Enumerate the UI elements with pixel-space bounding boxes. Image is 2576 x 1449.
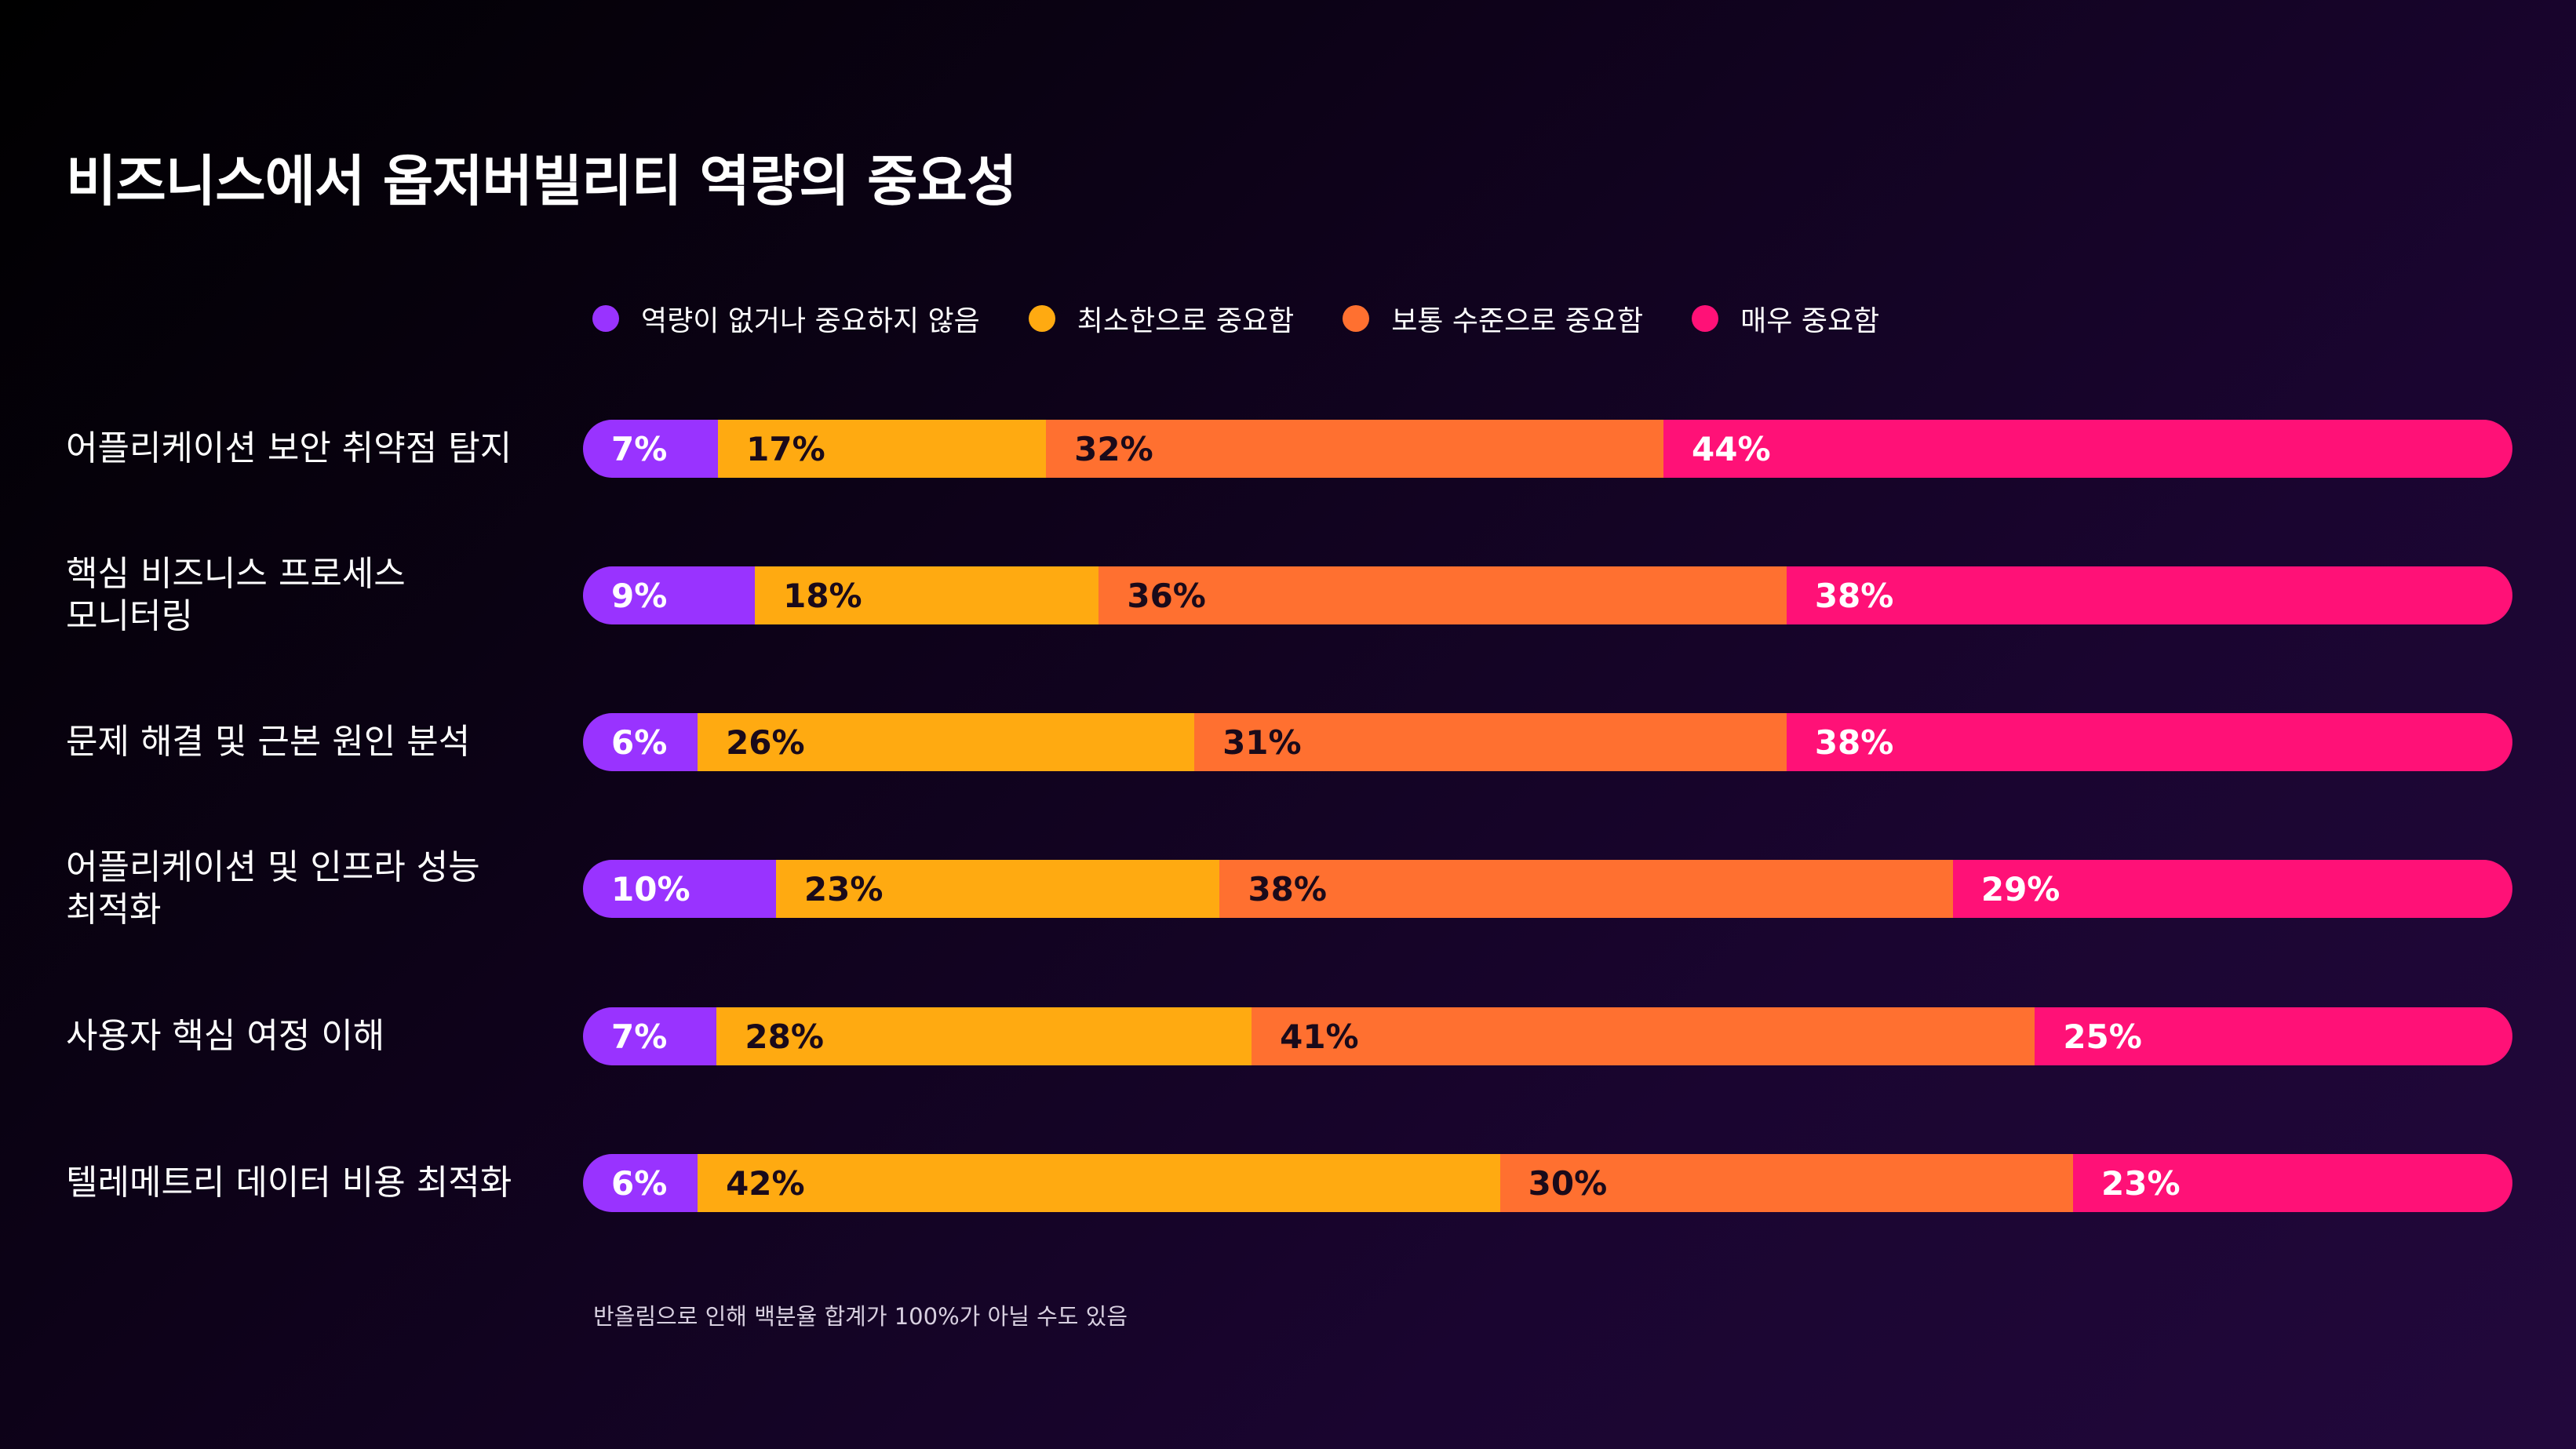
data-label: 28% [745,1017,824,1056]
legend-label: 최소한으로 중요함 [1077,305,1295,337]
data-label: 17% [746,429,825,468]
bar-segment: 6% [583,713,698,771]
data-label: 30% [1528,1163,1608,1203]
bar-row: 사용자 핵심 여정 이해 7% 28% 41% 25% [0,1007,2576,1065]
bar-row: 어플리케이션 및 인프라 성능 최적화 10% 23% 38% 29% [0,847,2576,930]
data-label: 6% [611,723,668,762]
legend-item: 매우 중요함 [1692,298,1879,339]
data-label: 26% [726,723,805,762]
legend-swatch [1343,305,1370,332]
bar-segment: 10% [583,860,776,918]
legend-item: 최소한으로 중요함 [1028,298,1295,339]
stacked-bar: 10% 23% 38% 29% [583,860,2512,918]
legend-label: 역량이 없거나 중요하지 않음 [641,305,980,337]
bar-segment: 29% [1952,860,2512,918]
bar-segment: 9% [583,566,756,624]
data-label: 31% [1222,723,1302,762]
bar-segment: 38% [1786,713,2512,771]
data-label: 38% [1248,869,1327,908]
category-label: 어플리케이션 보안 취약점 탐지 [66,428,512,468]
stacked-bar: 9% 18% 36% 38% [583,566,2512,624]
legend-swatch [1028,305,1055,332]
bar-segment: 26% [698,713,1195,771]
legend-swatch [1692,305,1719,332]
data-label: 44% [1692,429,1771,468]
bar-segment: 38% [1786,566,2512,624]
stacked-bar: 6% 42% 30% 23% [583,1154,2512,1212]
chart-title: 비즈니스에서 옵저버빌리티 역량의 중요성 [66,149,1017,213]
category-label: 텔레메트리 데이터 비용 최적화 [66,1163,512,1203]
bar-segment: 17% [718,420,1047,478]
bar-segment: 32% [1046,420,1664,478]
bar-segment: 36% [1099,566,1787,624]
stacked-bar: 7% 17% 32% 44% [583,420,2512,478]
data-label: 23% [803,869,884,908]
bar-segment: 30% [1499,1154,2074,1212]
data-label: 38% [1814,723,1894,762]
data-label: 38% [1814,576,1894,615]
legend-label: 보통 수준으로 중요함 [1391,305,1644,337]
stacked-bar: 6% 26% 31% 38% [583,713,2512,771]
bar-row: 어플리케이션 보안 취약점 탐지 7% 17% 32% 44% [0,420,2576,478]
bar-row: 핵심 비즈니스 프로세스 모니터링 9% 18% 36% 38% [0,554,2576,636]
data-label: 6% [611,1163,668,1203]
data-label: 41% [1280,1017,1359,1056]
bar-segment: 6% [583,1154,698,1212]
legend-swatch [592,305,619,332]
bar-row: 문제 해결 및 근본 원인 분석 6% 26% 31% 38% [0,713,2576,771]
data-label: 7% [611,429,668,468]
bar-segment: 23% [775,860,1220,918]
data-label: 9% [611,576,668,615]
bar-row: 텔레메트리 데이터 비용 최적화 6% 42% 30% 23% [0,1154,2576,1212]
bar-segment: 38% [1219,860,1953,918]
data-label: 25% [2063,1017,2142,1056]
category-label: 사용자 핵심 여정 이해 [66,1016,385,1056]
data-label: 42% [726,1163,805,1203]
bar-segment: 7% [583,1007,717,1065]
data-label: 23% [2101,1163,2181,1203]
category-label: 문제 해결 및 근본 원인 분석 [66,722,471,762]
footnote: 반올림으로 인해 백분율 합계가 100%가 아닐 수도 있음 [593,1303,1128,1330]
bar-segment: 18% [755,566,1099,624]
legend: 역량이 없거나 중요하지 않음 최소한으로 중요함 보통 수준으로 중요함 매우 중요… [592,298,1928,339]
bar-segment: 31% [1194,713,1787,771]
legend-item: 역량이 없거나 중요하지 않음 [592,298,980,339]
category-label: 어플리케이션 및 인프라 성능 최적화 [66,847,480,930]
bar-segment: 23% [2073,1154,2512,1212]
legend-label: 매우 중요함 [1740,305,1880,337]
bar-segment: 28% [716,1007,1252,1065]
data-label: 10% [611,869,690,908]
bar-segment: 42% [698,1154,1500,1212]
data-label: 32% [1074,429,1153,468]
data-label: 7% [611,1017,668,1056]
stacked-bar: 7% 28% 41% 25% [583,1007,2512,1065]
category-label: 핵심 비즈니스 프로세스 모니터링 [66,554,406,636]
data-label: 36% [1127,576,1206,615]
bar-segment: 44% [1663,420,2512,478]
bar-segment: 25% [2035,1007,2512,1065]
legend-item: 보통 수준으로 중요함 [1343,298,1643,339]
bar-segment: 7% [583,420,719,478]
data-label: 29% [1980,869,2060,908]
bar-segment: 41% [1252,1007,2035,1065]
data-label: 18% [783,576,862,615]
